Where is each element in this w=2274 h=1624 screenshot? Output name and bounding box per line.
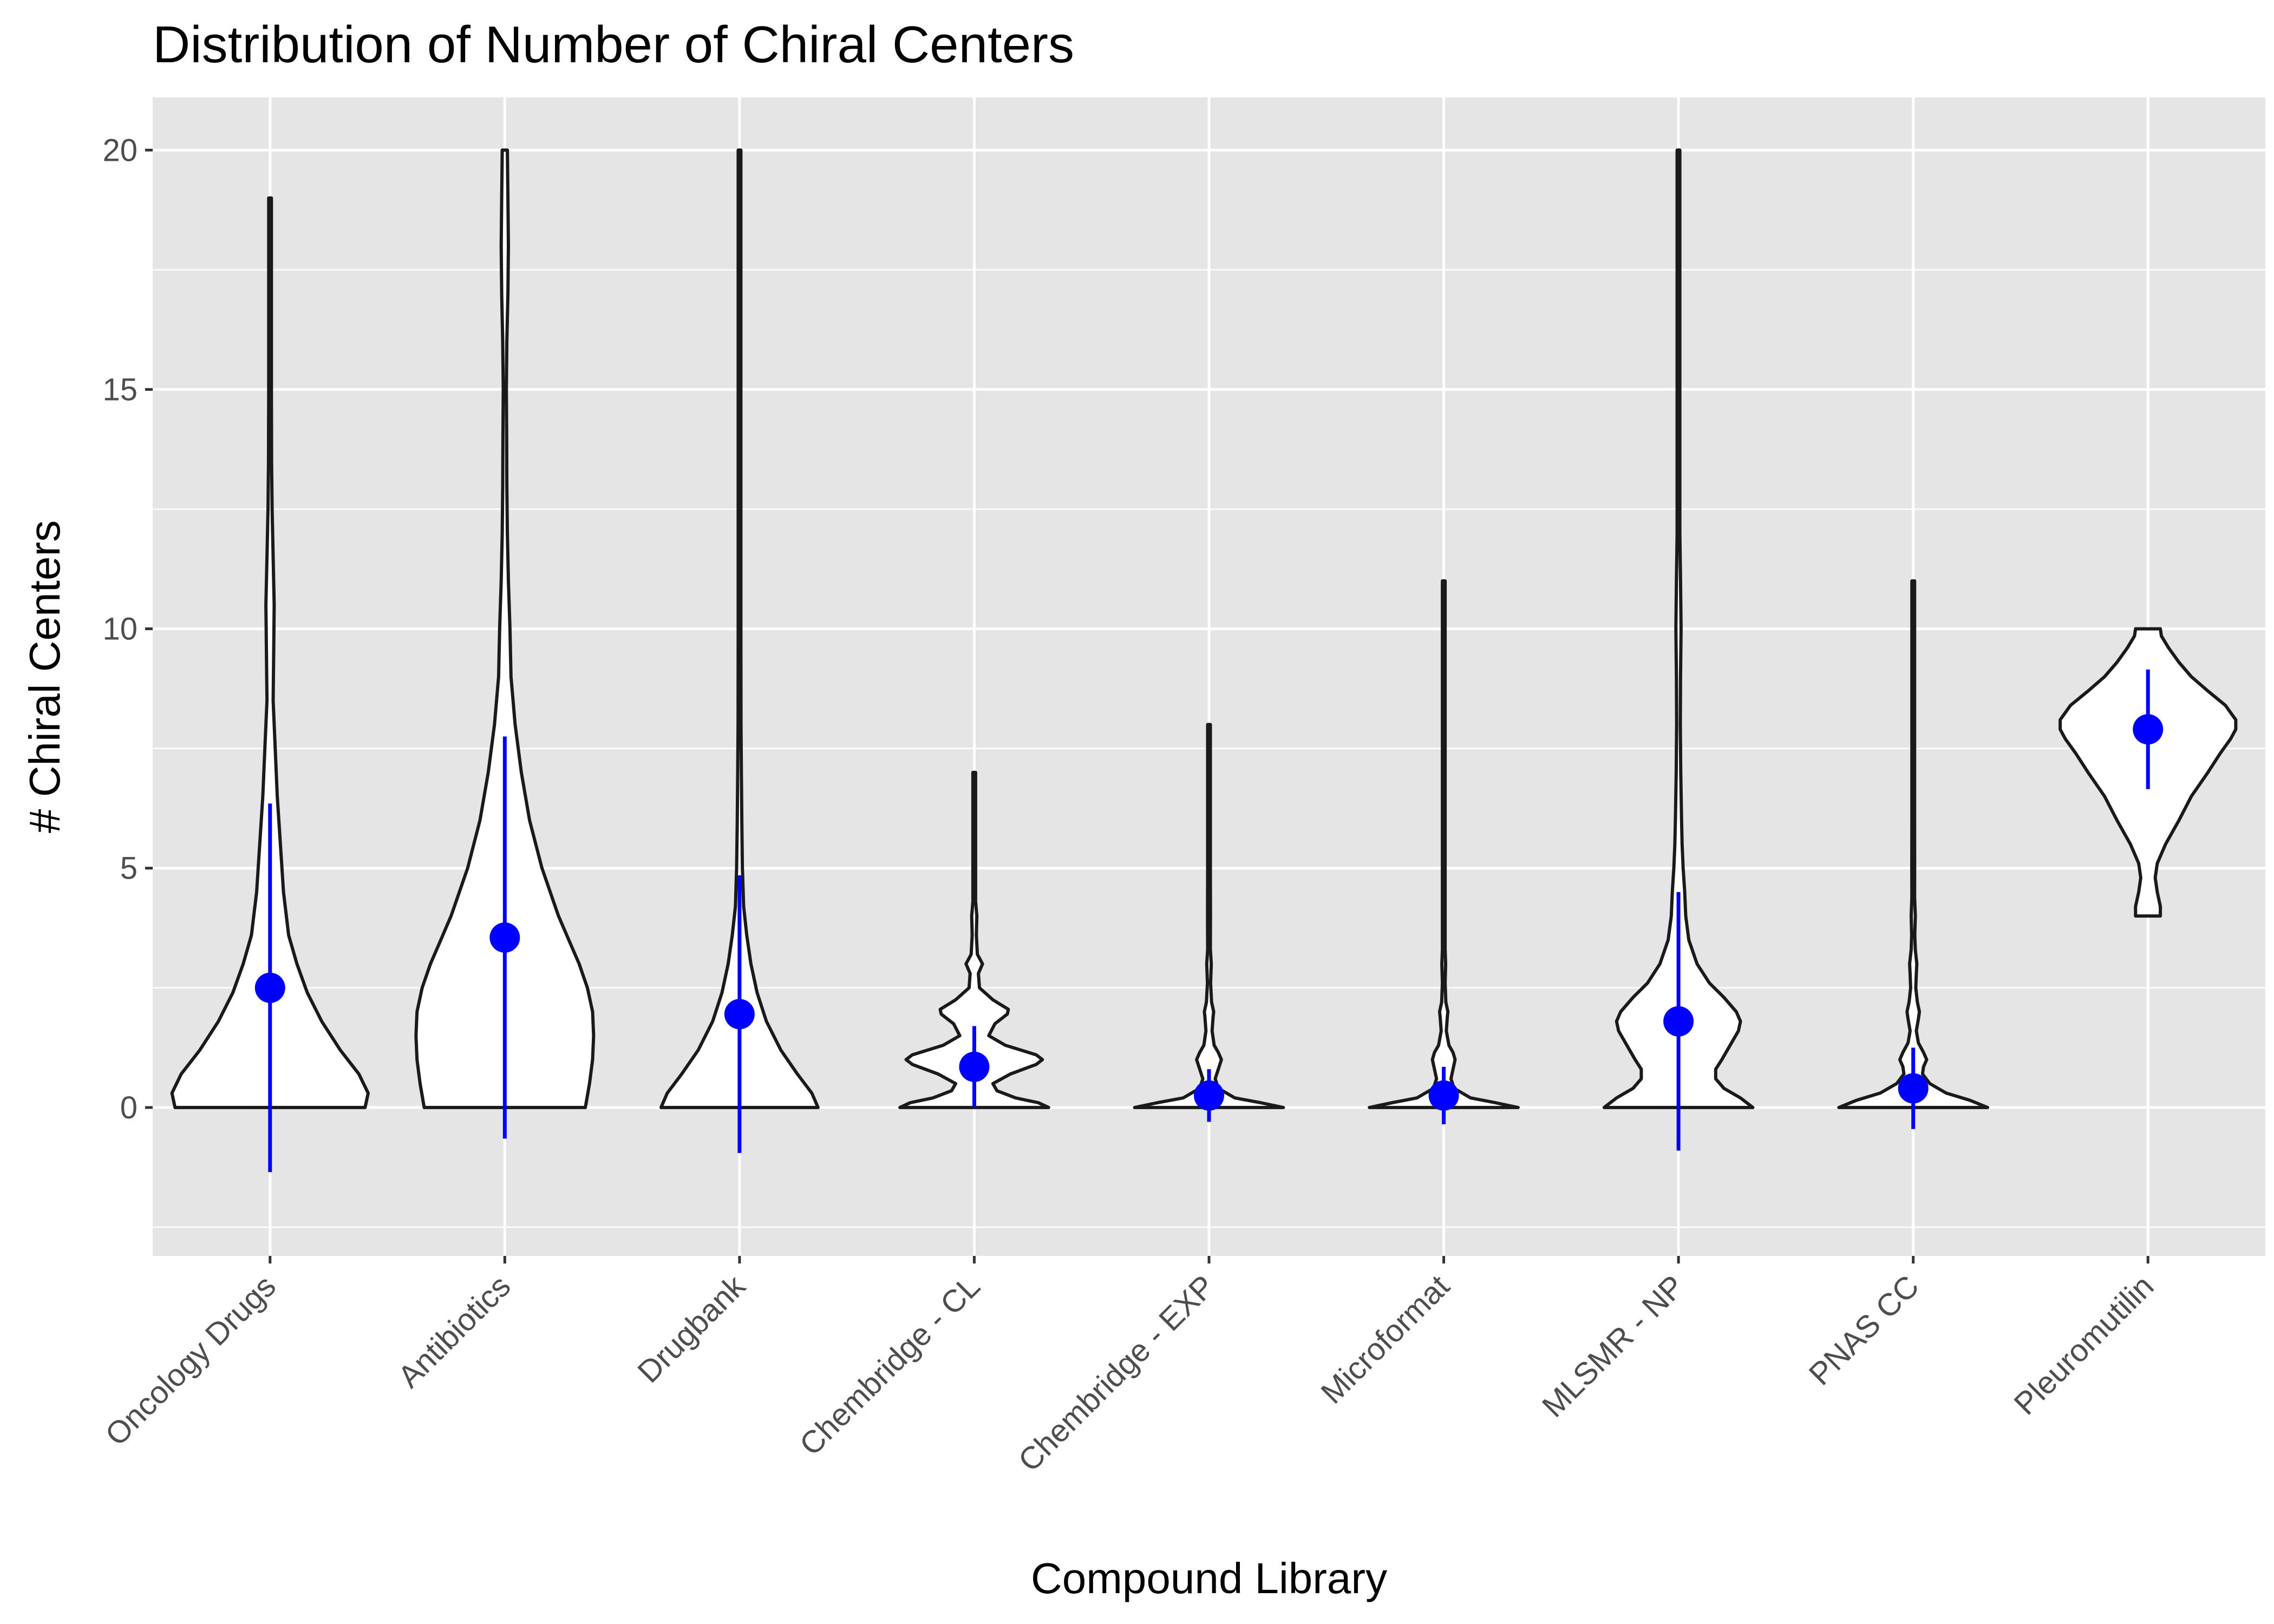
- mean-point-chembridge-cl: [959, 1051, 990, 1082]
- mean-point-microformat: [1428, 1080, 1459, 1111]
- x-axis: Oncology Drugs Antibiotics Drugbank Chembri…: [99, 1256, 2160, 1478]
- x-tick-label: MLSMR - NP: [1535, 1268, 1691, 1424]
- x-tick-label: Antibiotics: [391, 1268, 518, 1394]
- violin-antibiotics: [414, 148, 596, 1109]
- violin-microformat: [1368, 579, 1520, 1109]
- x-tick-label: PNAS CC: [1802, 1268, 1926, 1392]
- x-tick-label: Drugbank: [631, 1268, 752, 1390]
- x-tick-label: Oncology Drugs: [99, 1268, 283, 1452]
- y-tick-label: 20: [102, 133, 138, 168]
- violin-mlsmr-np: [1602, 148, 1755, 1109]
- y-tick-label: 0: [120, 1090, 138, 1125]
- x-axis-title: Compound Library: [1031, 1554, 1387, 1602]
- x-tick-label: Chembridge - EXP: [1011, 1268, 1221, 1478]
- y-axis: 0 5 10 15 20: [102, 133, 153, 1125]
- chart-title: Distribution of Number of Chiral Centers: [153, 16, 1074, 74]
- violins: [170, 148, 2238, 1109]
- mean-point-pnas-cc: [1898, 1073, 1929, 1104]
- y-axis-title: # Chiral Centers: [21, 520, 69, 833]
- mean-point-mlsmr-np: [1663, 1006, 1694, 1037]
- mean-point-antibiotics: [489, 922, 520, 953]
- violin-chembridge-cl: [898, 770, 1050, 1109]
- y-tick-label: 10: [102, 612, 138, 647]
- x-tick-label: Microformat: [1314, 1268, 1456, 1410]
- mean-point-chembridge-exp: [1194, 1080, 1224, 1111]
- mean-point-drugbank: [724, 999, 755, 1030]
- y-tick-label: 5: [120, 851, 138, 886]
- violin-chembridge-exp: [1133, 723, 1285, 1109]
- mean-point-oncology-drugs: [254, 972, 285, 1003]
- violin-drugbank: [659, 148, 820, 1109]
- summary-markers: [254, 669, 2164, 1173]
- violin-pnas-cc: [1837, 579, 1989, 1109]
- x-tick-label: Chembridge - CL: [793, 1268, 986, 1462]
- mean-point-pleuromutilin: [2133, 714, 2164, 745]
- violin-oncology-drugs: [170, 196, 370, 1109]
- x-tick-label: Pleuromutilin: [2007, 1268, 2160, 1422]
- y-tick-label: 15: [102, 372, 138, 407]
